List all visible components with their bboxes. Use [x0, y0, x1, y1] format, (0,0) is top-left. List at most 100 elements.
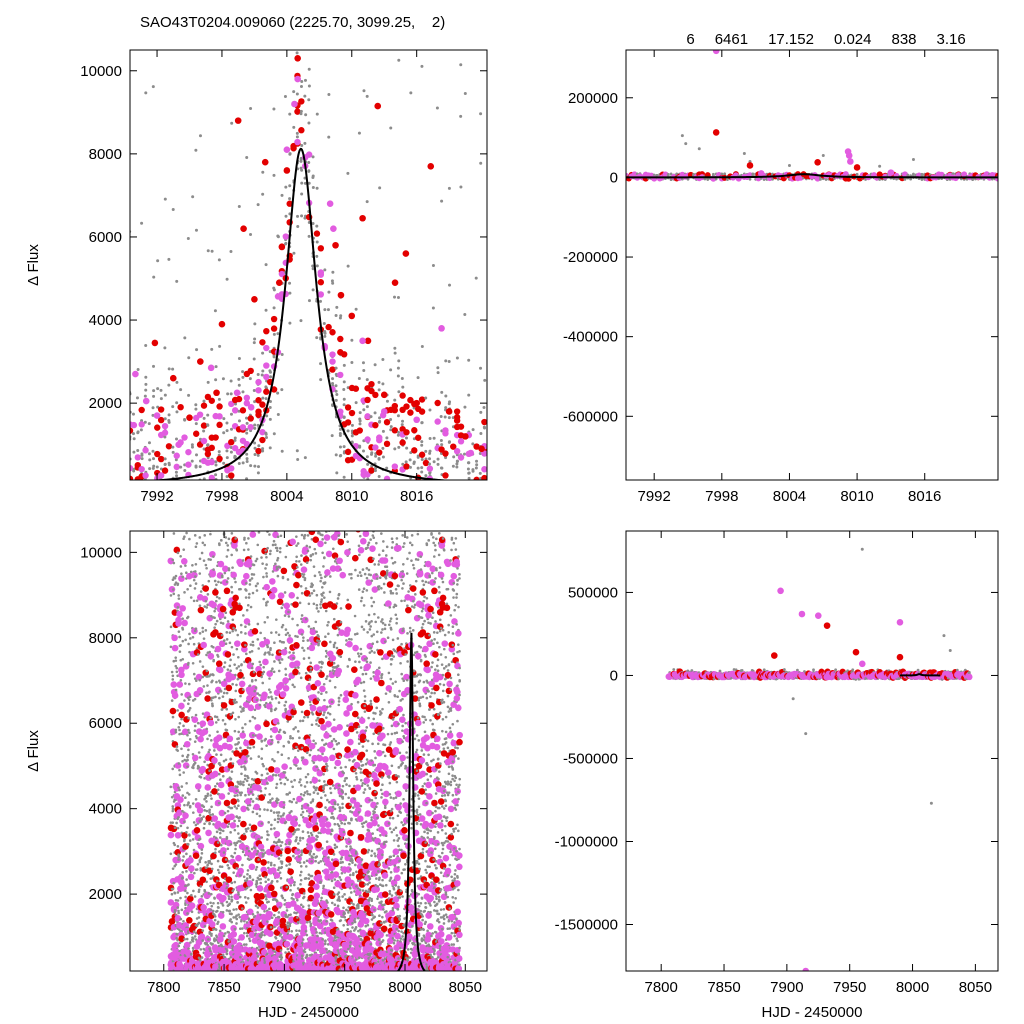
data-point [198, 536, 202, 539]
data-point [214, 840, 221, 848]
data-point [177, 725, 181, 729]
data-point [358, 411, 362, 415]
data-point [283, 782, 287, 786]
data-point [294, 75, 301, 83]
data-point [334, 453, 338, 457]
data-point [148, 458, 152, 462]
data-point [174, 831, 182, 839]
data-point [279, 949, 283, 952]
data-point [402, 250, 410, 257]
data-point [311, 288, 315, 292]
data-point [230, 571, 237, 579]
data-point [207, 750, 211, 754]
data-point [196, 807, 204, 814]
data-point [212, 589, 219, 596]
data-point [299, 157, 303, 161]
data-point [292, 90, 296, 94]
data-point [280, 753, 284, 757]
data-point [192, 766, 195, 770]
data-point [436, 492, 439, 495]
data-point [212, 568, 215, 571]
data-point [315, 112, 319, 116]
data-point [182, 724, 185, 728]
data-points [130, 51, 487, 525]
data-point [283, 614, 287, 617]
data-point [273, 830, 281, 838]
data-point [167, 899, 175, 906]
data-point [169, 852, 173, 856]
data-point [272, 173, 276, 177]
data-point [180, 785, 184, 788]
data-point [237, 819, 241, 823]
data-point [267, 878, 270, 881]
data-point [233, 880, 237, 884]
data-point [357, 131, 361, 135]
data-point [424, 474, 428, 478]
data-point [184, 682, 187, 685]
data-point [434, 495, 440, 501]
data-point [408, 458, 412, 462]
data-point [169, 785, 173, 789]
data-point [244, 416, 248, 420]
data-point [475, 511, 478, 514]
data-point [183, 820, 186, 824]
data-point [130, 475, 134, 480]
data-point [383, 440, 391, 448]
data-point [453, 417, 461, 424]
data-point [181, 575, 184, 579]
data-point [299, 159, 303, 163]
data-point [245, 428, 249, 432]
data-point [251, 591, 255, 595]
data-point [290, 780, 293, 783]
data-point [161, 467, 169, 474]
data-point [253, 400, 257, 404]
data-point [179, 465, 183, 469]
data-point [444, 509, 447, 512]
data-point [233, 456, 237, 460]
data-point [144, 382, 148, 386]
data-point [208, 921, 216, 928]
data-point [210, 852, 217, 860]
data-point [401, 462, 405, 466]
data-point [270, 631, 273, 634]
data-point [241, 850, 245, 854]
data-point [179, 482, 182, 485]
data-point [243, 536, 246, 540]
data-point [385, 436, 389, 440]
data-point [454, 484, 460, 490]
data-point [289, 766, 292, 770]
data-point [174, 659, 178, 662]
data-point [287, 756, 290, 760]
data-point [288, 112, 292, 116]
data-point [180, 572, 183, 576]
data-point [444, 406, 448, 410]
data-point [174, 470, 178, 474]
data-point [243, 766, 247, 770]
data-point [300, 192, 304, 196]
data-point [237, 891, 240, 894]
data-point [436, 494, 439, 497]
data-point [217, 781, 225, 789]
data-point [291, 785, 294, 789]
data-point [961, 171, 968, 178]
data-point [342, 397, 346, 401]
data-point [181, 619, 188, 627]
data-point [244, 643, 247, 647]
data-point [206, 603, 209, 607]
data-point [186, 843, 190, 846]
data-point [266, 600, 269, 604]
data-point [401, 522, 404, 525]
data-point [276, 814, 280, 817]
data-point [208, 650, 211, 654]
data-point [276, 880, 279, 883]
data-point [190, 893, 193, 897]
data-point [218, 831, 222, 835]
data-point [202, 805, 206, 809]
data-point [436, 371, 440, 375]
data-point [304, 113, 308, 117]
data-point [364, 337, 372, 345]
data-point [217, 801, 221, 805]
data-point [270, 315, 278, 323]
data-point [362, 89, 366, 93]
data-point [440, 199, 444, 203]
